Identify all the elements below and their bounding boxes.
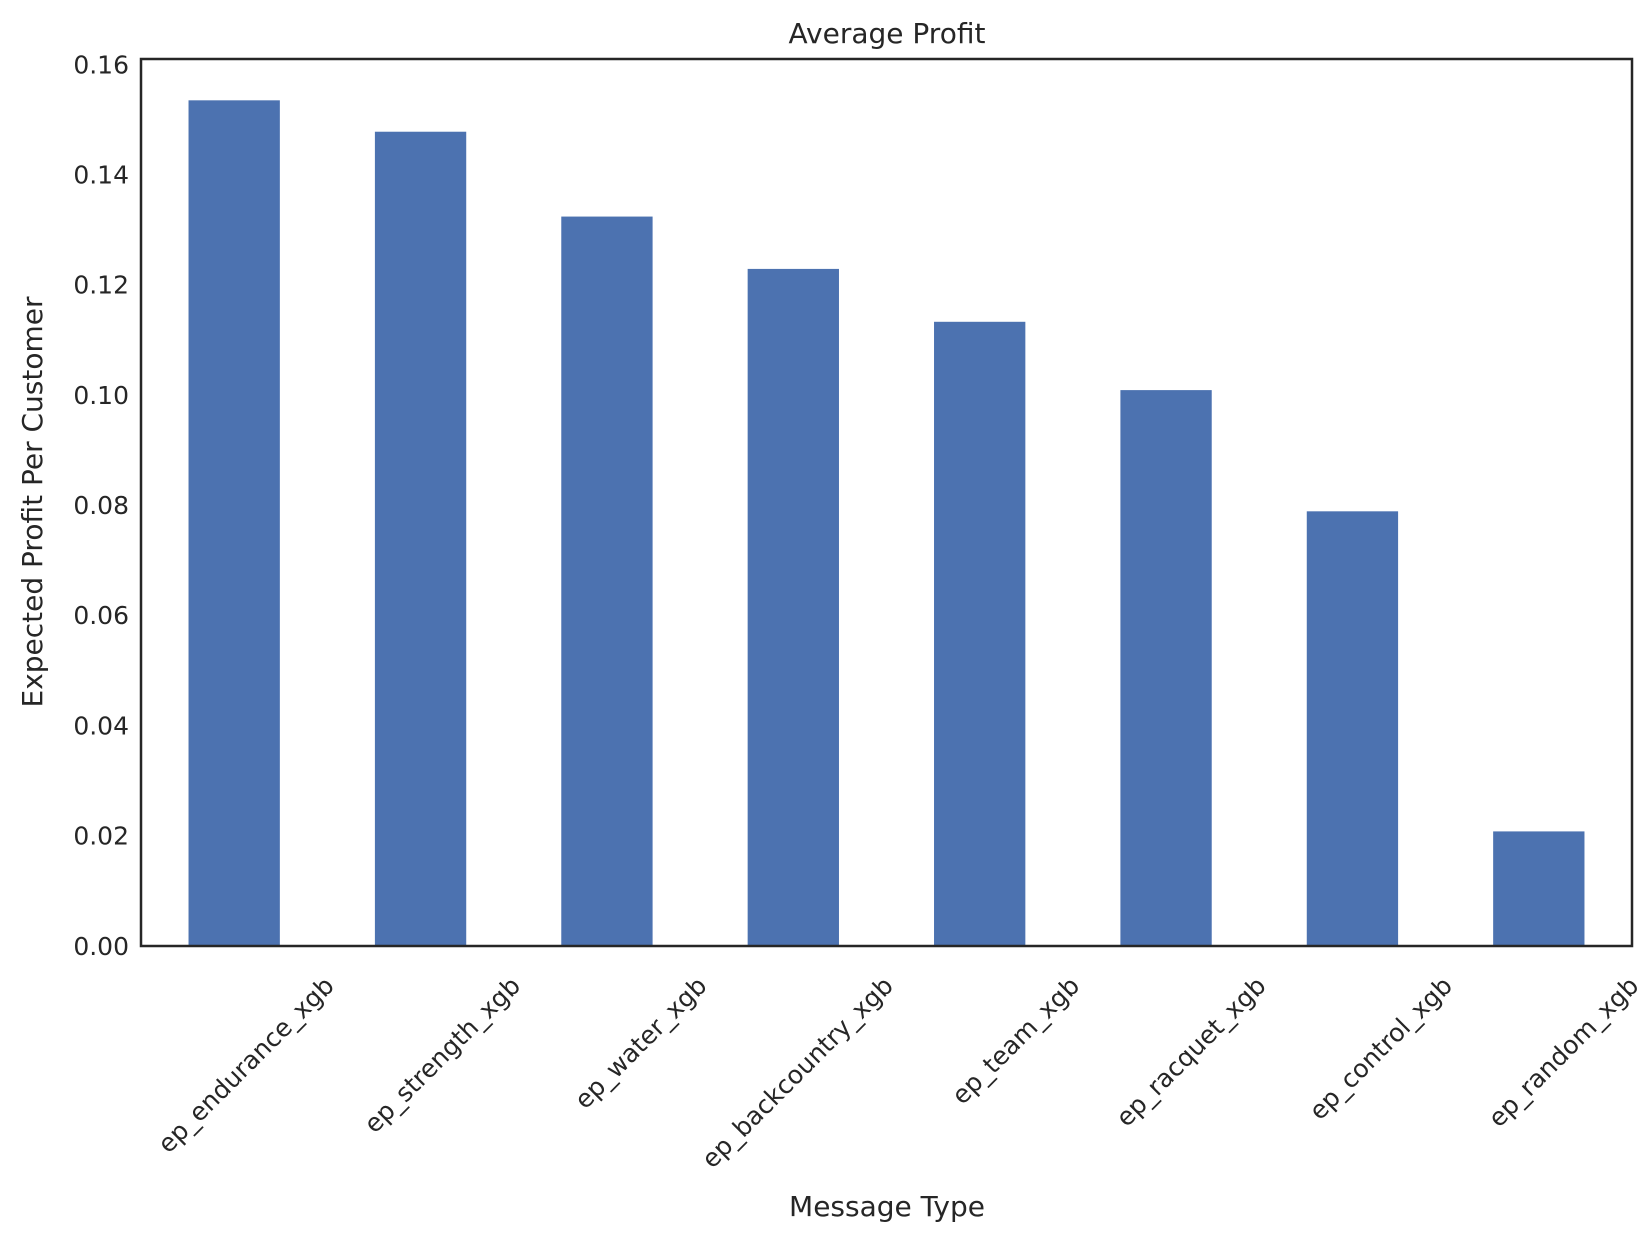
x-tick-label: ep_backcountry_xgb [696,971,899,1174]
y-tick-label: 0.06 [73,601,129,630]
bar-ep_team_xgb [934,321,1026,946]
x-tick-label: ep_random_xgb [1483,971,1645,1133]
bar-ep_control_xgb [1306,511,1399,946]
bars-layer [188,100,1585,947]
x-tick-label: ep_team_xgb [946,971,1085,1110]
y-tick-label: 0.04 [73,711,129,740]
bar-ep_racquet_xgb [1120,390,1212,946]
x-tick-label: ep_racquet_xgb [1110,971,1271,1132]
y-tick-label: 0.08 [73,491,129,520]
y-tick-label: 0.12 [73,271,129,300]
x-tick-label: ep_control_xgb [1303,971,1457,1125]
bar-ep_random_xgb [1493,831,1585,946]
y-tick-label: 0.02 [73,822,129,851]
bar-ep_endurance_xgb [188,100,280,946]
bar-ep_water_xgb [561,216,653,946]
bar-ep_strength_xgb [374,131,467,947]
bar-ep_backcountry_xgb [747,268,839,946]
x-tick-label: ep_water_xgb [569,971,713,1115]
x-tick-label: ep_endurance_xgb [152,971,340,1159]
chart-title: Average Profit [789,17,986,50]
x-tick-label: ep_strength_xgb [358,971,526,1139]
y-tick-label: 0.00 [73,932,129,961]
y-axis-title: Expected Profit Per Customer [16,296,49,707]
y-axis-ticks: 0.00 0.02 0.04 0.06 0.08 0.10 0.12 0.14 0.16 [73,50,129,960]
y-tick-label: 0.14 [73,160,129,189]
plot-frame [139,57,1634,948]
x-axis-title: Message Type [789,1190,985,1223]
x-axis-ticks: ep_endurance_xgb ep_strength_xgb ep_water_… [152,971,1644,1174]
y-tick-label: 0.16 [73,50,129,79]
y-tick-label: 0.10 [73,381,129,410]
